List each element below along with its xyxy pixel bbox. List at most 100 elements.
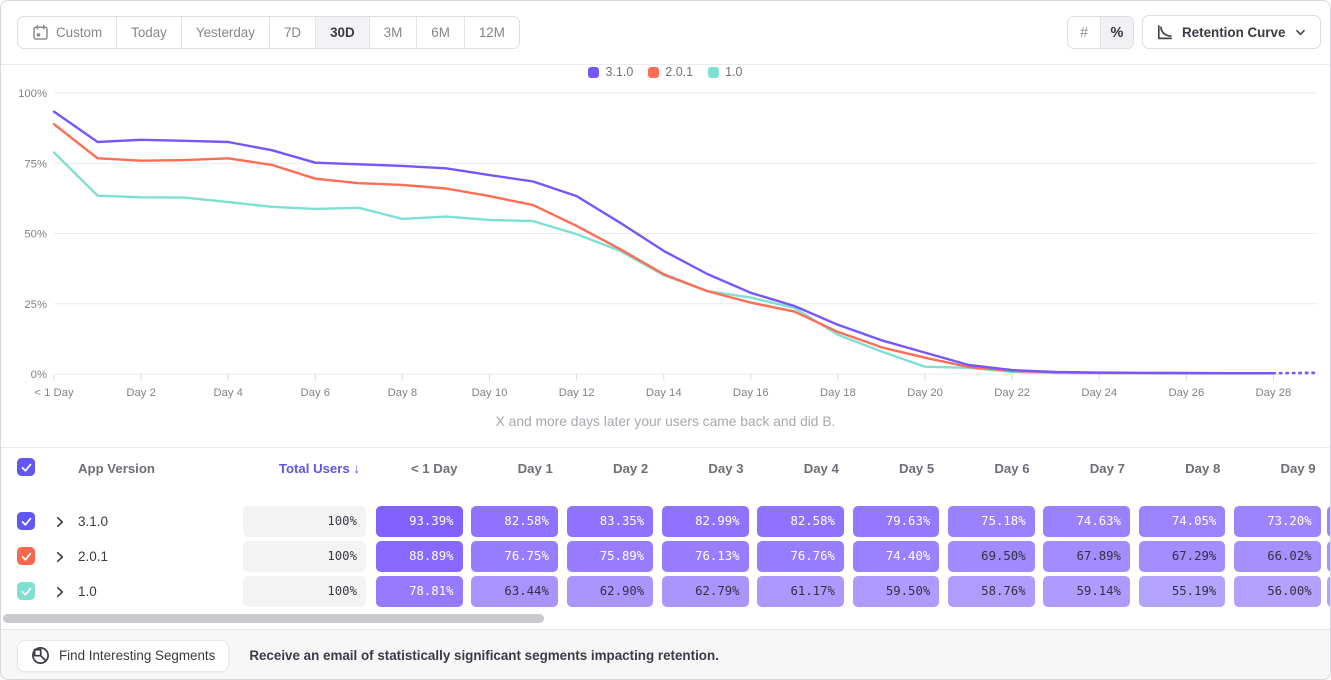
row-checkbox[interactable]: [17, 582, 35, 600]
retention-cell[interactable]: 59.50%: [852, 576, 940, 607]
date-range-label: 3M: [383, 25, 403, 40]
retention-cell[interactable]: 75.89%: [566, 541, 654, 572]
retention-cell[interactable]: 69.50%: [948, 541, 1035, 572]
horizontal-scrollbar-thumb[interactable]: [3, 614, 544, 623]
expand-chevron-icon[interactable]: [53, 515, 67, 529]
date-range-label: Custom: [56, 25, 103, 40]
check-icon: [21, 552, 31, 561]
row-checkbox[interactable]: [17, 512, 35, 530]
retention-cell[interactable]: 56.00%: [1234, 576, 1321, 607]
chart-subtitle: X and more days later your users came ba…: [495, 414, 836, 429]
date-range-yesterday[interactable]: Yesterday: [181, 17, 270, 48]
column-header-day-2: Day 2: [612, 461, 649, 476]
retention-cell[interactable]: 82.99%: [662, 506, 749, 537]
retention-cell[interactable]: 74.63%: [1043, 506, 1130, 537]
legend-item-2.0.1[interactable]: 2.0.1: [648, 65, 693, 79]
retention-cell[interactable]: 74.40%: [852, 541, 940, 572]
date-range-12m[interactable]: 12M: [464, 17, 519, 48]
retention-cell[interactable]: 76.13%: [662, 541, 749, 572]
segments-icon: [32, 647, 49, 664]
toolbar: Custom Today Yesterday 7D 30D 3M 6M 12M #% Rete…: [1, 1, 1330, 65]
date-range-7d[interactable]: 7D: [269, 17, 317, 48]
x-axis-label: Day 8: [388, 387, 418, 399]
date-range-label: 6M: [431, 25, 450, 40]
footer-bar: Find Interesting Segments Receive an ema…: [1, 629, 1330, 679]
legend-label: 3.1.0: [605, 65, 634, 79]
legend-swatch: [708, 66, 720, 78]
legend-item-1.0[interactable]: 1.0: [708, 65, 743, 79]
format-toggle-percentages[interactable]: %: [1101, 17, 1133, 48]
retention-cell[interactable]: 82.58%: [757, 506, 844, 537]
retention-cell[interactable]: 67.89%: [1043, 541, 1130, 572]
retention-cell[interactable]: 83.35%: [566, 506, 654, 537]
app-version-label: 3.1.0: [78, 514, 109, 529]
date-range-6m[interactable]: 6M: [417, 17, 465, 48]
retention-cell[interactable]: 88.89%: [376, 541, 463, 572]
retention-cell[interactable]: 55.19%: [1138, 576, 1226, 607]
retention-cell[interactable]: 75.18%: [948, 506, 1035, 537]
legend-label: 2.0.1: [665, 65, 694, 79]
select-all-checkbox[interactable]: [17, 458, 35, 476]
legend-label: 1.0: [725, 65, 743, 79]
retention-cell[interactable]: 58.76%: [948, 576, 1035, 607]
date-range-custom[interactable]: Custom: [18, 17, 118, 48]
retention-cell[interactable]: 82.58%: [471, 506, 558, 537]
date-range-30d[interactable]: 30D: [316, 17, 370, 48]
column-header--1-day: < 1 Day: [410, 461, 458, 476]
column-header-day-5: Day 5: [899, 461, 935, 476]
chart-legend: 3.1.0 2.0.1 1.0: [1, 65, 1330, 79]
retention-cell[interactable]: 76.75%: [471, 541, 558, 572]
x-axis-label: Day 28: [1256, 387, 1292, 399]
x-axis-label: Day 24: [1081, 387, 1117, 399]
y-axis-label: 75%: [24, 158, 47, 170]
date-range-label: 30D: [330, 25, 355, 40]
date-range-3m[interactable]: 3M: [369, 17, 418, 48]
column-header-day-3: Day 3: [708, 461, 744, 476]
chart-type-dropdown[interactable]: Retention Curve: [1142, 15, 1322, 49]
column-header-total-users[interactable]: Total Users ↓: [278, 461, 360, 476]
x-axis-label: Day 10: [472, 387, 508, 399]
x-axis-label: Day 4: [213, 387, 243, 399]
clipped-cell: [1327, 506, 1330, 537]
table-divider: [1, 447, 1330, 448]
retention-cell[interactable]: 73.20%: [1234, 506, 1321, 537]
find-segments-button[interactable]: Find Interesting Segments: [17, 639, 230, 672]
retention-cell[interactable]: 62.79%: [662, 576, 749, 607]
y-axis-label: 0%: [31, 369, 47, 381]
sort-arrow-icon: ↓: [353, 461, 360, 476]
expand-chevron-icon[interactable]: [53, 550, 67, 564]
legend-swatch: [588, 66, 600, 78]
column-header-day-7: Day 7: [1089, 461, 1125, 476]
x-axis-label: < 1 Day: [34, 387, 74, 399]
app-version-label: 2.0.1: [78, 549, 109, 564]
total-users-cell: 100%: [243, 541, 366, 572]
retention-cell[interactable]: 66.02%: [1234, 541, 1321, 572]
retention-cell[interactable]: 59.14%: [1043, 576, 1130, 607]
x-axis-label: Day 22: [994, 387, 1030, 399]
retention-cell[interactable]: 79.63%: [852, 506, 940, 537]
series-line-dashed-3.1.0: [1272, 371, 1319, 375]
date-range-today[interactable]: Today: [117, 17, 182, 48]
series-line-1.0: [52, 151, 1275, 375]
retention-cell[interactable]: 61.17%: [757, 576, 844, 607]
footer-message: Receive an email of statistically signif…: [249, 648, 719, 663]
series-line-3.1.0: [52, 110, 1275, 375]
legend-item-3.1.0[interactable]: 3.1.0: [588, 65, 633, 79]
column-header-day-4: Day 4: [803, 461, 839, 476]
column-header-day-6: Day 6: [994, 461, 1030, 476]
total-users-cell: 100%: [243, 506, 366, 537]
retention-cell[interactable]: 63.44%: [471, 576, 558, 607]
retention-cell[interactable]: 93.39%: [376, 506, 463, 537]
row-checkbox[interactable]: [17, 547, 35, 565]
retention-cell[interactable]: 67.29%: [1138, 541, 1226, 572]
retention-cell[interactable]: 76.76%: [757, 541, 844, 572]
column-header-day-9: Day 9: [1280, 461, 1316, 476]
legend-swatch: [648, 66, 660, 78]
value-format-toggle: #%: [1067, 16, 1134, 49]
column-header-day-1: Day 1: [517, 461, 553, 476]
retention-cell[interactable]: 74.05%: [1138, 506, 1226, 537]
retention-cell[interactable]: 62.90%: [566, 576, 654, 607]
format-toggle-absolute-numbers[interactable]: #: [1068, 17, 1101, 48]
expand-chevron-icon[interactable]: [53, 585, 67, 599]
retention-cell[interactable]: 78.81%: [376, 576, 463, 607]
